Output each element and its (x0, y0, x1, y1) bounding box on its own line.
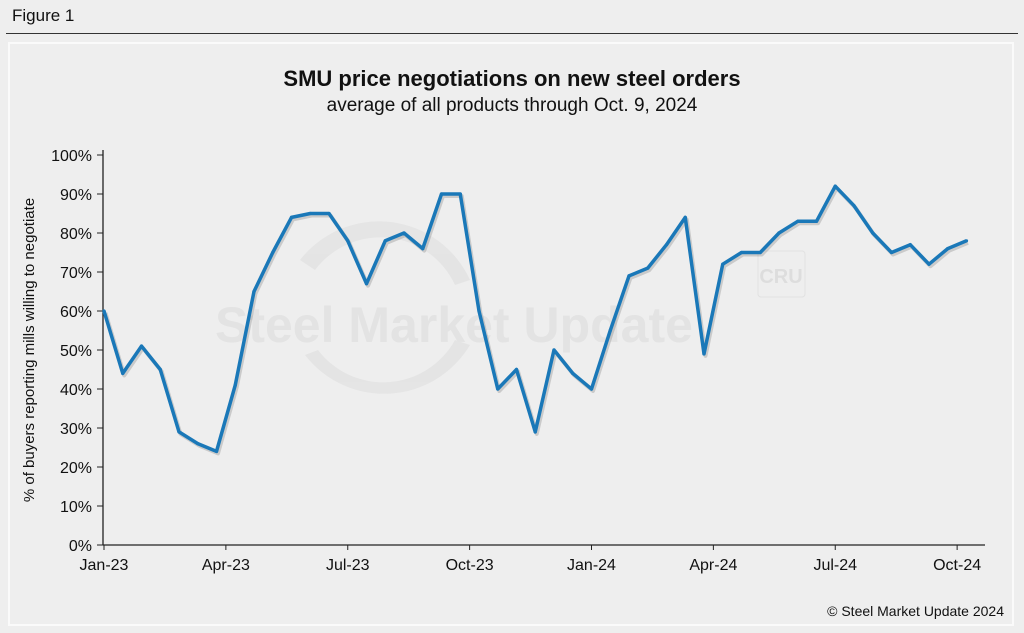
data-point (852, 204, 856, 208)
x-tick-label: Oct-23 (446, 557, 494, 574)
x-axis-ticks: Jan-23 Apr-23 Jul-23 Oct-23 Jan-24 Apr-24 Jul-… (80, 545, 981, 574)
data-point (477, 309, 481, 313)
data-point (908, 243, 912, 247)
data-point (664, 243, 669, 247)
y-tick-label: 20% (60, 460, 92, 477)
data-point (702, 352, 706, 356)
y-tick-label: 30% (60, 421, 92, 438)
data-point (383, 239, 387, 243)
data-point (421, 247, 425, 251)
data-point (346, 239, 350, 243)
x-tick-label: Jul-23 (326, 557, 370, 574)
data-point (289, 215, 294, 219)
y-tick-label: 50% (60, 343, 92, 360)
y-tick-label: 90% (60, 187, 92, 204)
x-tick-label: Apr-23 (202, 557, 250, 574)
data-point (833, 184, 837, 188)
x-tick-label: Oct-24 (933, 557, 981, 574)
chart-panel (8, 42, 1014, 626)
data-point (458, 192, 462, 196)
watermark-badge-box (757, 250, 806, 298)
x-tick-label: Jan-23 (80, 557, 129, 574)
data-point (402, 231, 406, 235)
watermark-badge: CRU (759, 266, 802, 288)
data-point (871, 231, 875, 235)
chart-title: SMU price negotiations on new steel orde… (283, 66, 741, 91)
data-point (814, 219, 819, 223)
watermark-arc-top (300, 221, 470, 285)
data-point (252, 289, 256, 294)
y-tick-label: 0% (69, 538, 92, 555)
series-line-shadow (103, 186, 969, 456)
data-point (552, 348, 556, 352)
x-tick-label: Apr-24 (689, 557, 737, 574)
chart-subtitle: average of all products through Oct. 9, … (326, 95, 698, 116)
data-point (514, 367, 519, 372)
watermark-arc-bottom (305, 340, 470, 394)
data-point (777, 231, 781, 235)
data-point (158, 367, 162, 372)
data-point (758, 250, 762, 255)
data-point (889, 250, 894, 255)
data-point (533, 430, 537, 434)
figure-label: Figure 1 (12, 6, 75, 25)
data-point (927, 262, 931, 266)
y-axis-ticks: 0% 10% 20% 30% 40% 50% 60% 70% 80% 90% 100% (51, 148, 103, 555)
data-point (139, 344, 144, 348)
y-tick-label: 10% (60, 499, 92, 516)
data-point (608, 328, 612, 333)
data-point (964, 239, 969, 243)
data-point (102, 309, 106, 313)
figure-divider (6, 33, 1018, 34)
data-point (496, 387, 500, 391)
data-point (571, 371, 575, 375)
data-point (177, 430, 181, 434)
data-point (946, 247, 950, 251)
data-point (627, 274, 631, 278)
data-point (233, 383, 237, 387)
copyright-footer: © Steel Market Update 2024 (827, 603, 1004, 619)
data-point (327, 211, 331, 216)
data-point (683, 215, 687, 219)
data-point (589, 387, 594, 391)
data-point (439, 192, 444, 196)
y-tick-label: 70% (60, 265, 92, 282)
data-point (271, 250, 275, 255)
data-point (308, 211, 312, 216)
x-tick-label: Jan-24 (567, 557, 616, 574)
data-point (364, 282, 369, 286)
data-point (196, 442, 200, 446)
x-tick-label: Jul-24 (813, 557, 857, 574)
data-point (121, 371, 125, 375)
data-point (796, 219, 800, 223)
y-tick-label: 80% (60, 226, 92, 243)
y-tick-label: 60% (60, 304, 92, 321)
data-point (214, 449, 219, 453)
y-axis-label: % of buyers reporting mills willing to n… (21, 198, 38, 502)
y-tick-label: 100% (51, 148, 92, 165)
data-point (721, 262, 725, 266)
data-point (739, 250, 744, 255)
data-point (646, 266, 650, 270)
y-tick-label: 40% (60, 382, 92, 399)
series-points (102, 184, 969, 453)
